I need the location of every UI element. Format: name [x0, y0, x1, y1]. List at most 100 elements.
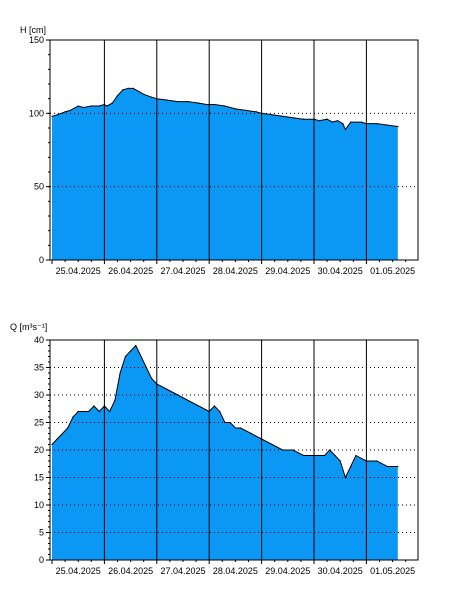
water-level-data-point	[69, 109, 71, 111]
discharge-series-line	[51, 344, 398, 479]
water-level-data-point	[82, 106, 84, 109]
discharge-y-tick-label: 5	[39, 528, 44, 538]
water-level-x-tick-label: 30.04.2025	[318, 266, 363, 276]
water-level-x-tick-label: 27.04.2025	[160, 266, 205, 276]
discharge-data-point	[130, 350, 132, 352]
discharge-data-point	[224, 421, 226, 424]
discharge-data-point	[302, 454, 305, 457]
water-level-data-point	[166, 99, 168, 101]
discharge-data-point	[334, 454, 336, 457]
discharge-y-tick-label: 30	[34, 390, 44, 400]
water-level-data-point	[151, 96, 153, 98]
water-level-data-point	[350, 121, 352, 123]
discharge-data-point	[77, 410, 79, 413]
discharge-data-point	[250, 432, 252, 435]
water-level-data-point	[255, 111, 257, 113]
water-level-y-tick-label: 150	[29, 35, 44, 45]
water-level-data-point	[224, 105, 226, 107]
discharge-data-point	[397, 465, 399, 468]
water-level-data-point	[360, 121, 362, 123]
discharge-data-point	[376, 460, 378, 462]
water-level-data-point	[122, 89, 124, 91]
discharge-area-fill	[52, 345, 398, 560]
water-level-axes: 0 50 100 150 25.04.2025 26.04.2025 27.04.2025 2…	[29, 35, 419, 276]
water-level-data-point	[386, 124, 388, 126]
discharge-data-point	[355, 454, 357, 457]
discharge-data-point	[240, 427, 242, 429]
water-level-data-point	[187, 101, 189, 103]
discharge-data-point	[67, 427, 69, 429]
discharge-data-point	[386, 465, 388, 468]
discharge-y-tick-label: 40	[34, 335, 44, 345]
discharge-y-tick-label: 25	[34, 418, 44, 428]
water-level-plot-frame	[49, 39, 419, 261]
discharge-data-point	[72, 416, 74, 418]
water-level-data-point	[56, 114, 58, 116]
water-level-data-point	[318, 120, 320, 122]
water-level-data-point	[106, 105, 108, 107]
discharge-x-tick-label: 01.05.2025	[370, 566, 415, 576]
water-level-area-fill	[52, 88, 398, 261]
water-level-data-point	[51, 115, 53, 117]
discharge-x-tick-label: 25.04.2025	[56, 566, 101, 576]
discharge-data-point	[82, 410, 84, 413]
water-level-data-point	[143, 93, 145, 95]
water-level-data-point	[344, 128, 346, 131]
discharge-data-point	[124, 355, 126, 358]
discharge-axes: 0 5 10 15 20 25 30 35 40 25.04.2025 26.04.2025 27.0…	[34, 335, 419, 576]
water-level-data-point	[132, 87, 134, 89]
water-level-x-tick-label: 26.04.2025	[108, 266, 153, 276]
discharge-data-point	[292, 449, 294, 451]
water-level-data-point	[213, 103, 215, 106]
discharge-x-tick-label: 30.04.2025	[318, 566, 363, 576]
discharge-y-tick-label: 20	[34, 445, 44, 455]
water-level-data-point	[397, 125, 399, 128]
discharge-x-tick-label: 27.04.2025	[160, 566, 205, 576]
water-level-data-point	[127, 87, 129, 89]
discharge-data-point	[109, 410, 111, 413]
water-level-y-tick-label: 50	[34, 182, 44, 192]
water-level-data-point	[337, 120, 339, 122]
water-level-data-point	[116, 95, 119, 97]
discharge-data-point	[187, 399, 189, 402]
water-level-data-point	[77, 105, 79, 107]
discharge-data-point	[219, 410, 221, 413]
discharge-chart: Q [m³s⁻¹] 0 5 10 15 20 25 30 35 40 25.04.2025 26.0…	[10, 322, 419, 576]
discharge-x-tick-label: 29.04.2025	[265, 566, 310, 576]
water-level-data-point	[331, 121, 333, 123]
water-level-data-point	[137, 90, 140, 92]
discharge-y-tick-label: 10	[34, 500, 44, 510]
water-level-data-point	[282, 115, 284, 117]
water-level-x-tick-label: 01.05.2025	[370, 266, 415, 276]
water-level-data-point	[90, 105, 92, 107]
discharge-grid	[50, 340, 418, 560]
water-level-data-point	[111, 102, 113, 104]
water-level-data-point	[245, 109, 247, 111]
discharge-data-point	[51, 443, 53, 446]
discharge-x-tick-label: 28.04.2025	[213, 566, 258, 576]
water-level-x-tick-label: 25.04.2025	[56, 266, 101, 276]
water-level-data-point	[177, 101, 179, 103]
discharge-data-point	[93, 405, 95, 407]
discharge-data-point	[56, 438, 58, 440]
water-level-y-tick-label: 0	[39, 255, 44, 265]
water-level-data-point	[64, 111, 66, 113]
discharge-data-point	[135, 344, 137, 347]
water-level-series-line	[51, 87, 398, 131]
discharge-data-point	[234, 427, 236, 429]
discharge-data-point	[198, 405, 200, 407]
discharge-data-point	[140, 355, 142, 358]
discharge-data-point	[213, 405, 215, 407]
discharge-data-point	[344, 476, 346, 479]
water-level-grid	[50, 40, 418, 260]
discharge-data-point	[151, 377, 153, 380]
water-level-data-point	[198, 102, 200, 104]
water-level-data-point	[292, 117, 294, 119]
water-level-data-point	[98, 105, 100, 107]
discharge-data-point	[350, 465, 352, 468]
water-level-data-point	[271, 114, 273, 116]
discharge-data-point	[114, 399, 116, 402]
water-level-data-point	[302, 118, 305, 120]
discharge-data-point	[271, 443, 273, 446]
